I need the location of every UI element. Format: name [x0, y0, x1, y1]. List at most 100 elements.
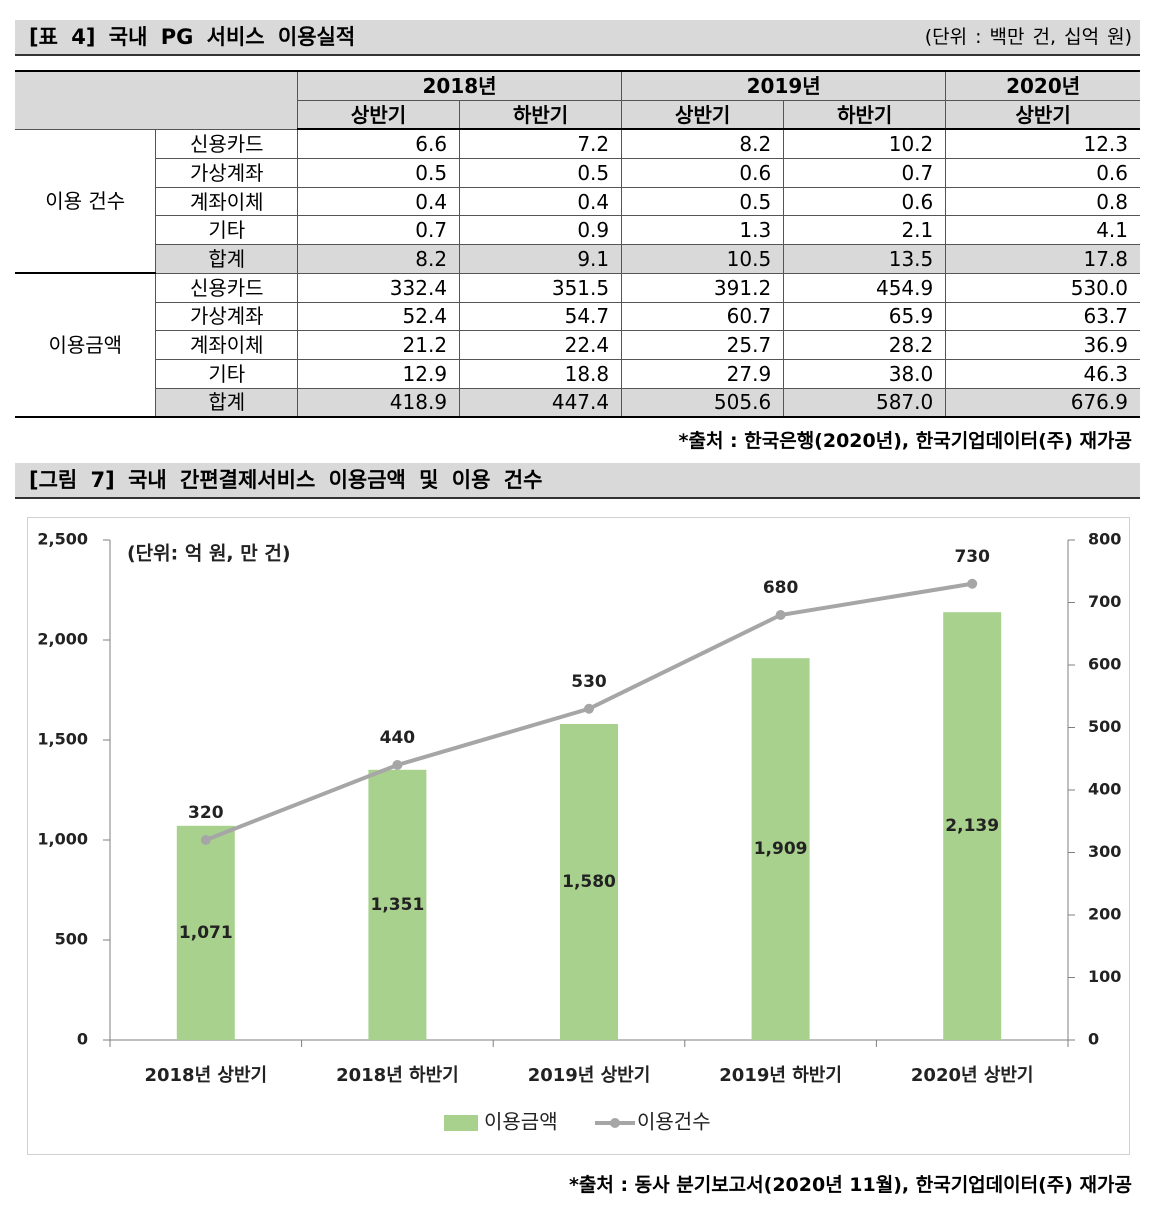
table-cell: 신용카드 [155, 272, 298, 303]
table-cell: 0.7 [296, 215, 461, 246]
table-cell: 0.6 [621, 158, 785, 188]
x-tick-label: 2018년 상반기 [144, 1065, 267, 1086]
y2-tick-label: 0 [1088, 1030, 1099, 1049]
chart-section-title: [그림 7] 국내 간편결제서비스 이용금액 및 이용 건수 [29, 468, 543, 492]
y2-tick-label: 100 [1088, 967, 1121, 986]
table-cell: 10.2 [783, 128, 947, 160]
table-row: 기타 12.9 18.8 27.9 38.0 46.3 [15, 358, 1140, 389]
table-row: 합계 418.9 447.4 505.6 587.0 676.9 [15, 387, 1140, 419]
table-cell: 계좌이체 [155, 186, 298, 217]
y-tick-label: 0 [77, 1030, 88, 1049]
y-tick-label: 1,500 [37, 730, 88, 749]
chart-title-bar: [그림 7] 국내 간편결제서비스 이용금액 및 이용 건수 [15, 463, 1140, 499]
y-tick-label: 2,000 [37, 630, 88, 649]
table-cell: 587.0 [783, 387, 947, 419]
table-cell: 447.4 [459, 387, 623, 419]
table-cell: 상반기 [621, 99, 785, 131]
table-cell: 0.6 [945, 158, 1140, 188]
table-cell: 4.1 [945, 215, 1140, 246]
table-cell: 36.9 [945, 330, 1140, 360]
bar-value-label: 1,351 [371, 895, 425, 915]
chart-source: *출처 : 동사 분기보고서(2020년 11월), 한국기업데이터(주) 재가… [568, 1174, 1132, 1196]
table-cell: 530.0 [945, 272, 1140, 303]
table-cell: 505.6 [621, 387, 785, 419]
table-row: 계좌이체 21.2 22.4 25.7 28.2 36.9 [15, 330, 1140, 360]
table-cell: 기타 [155, 358, 298, 389]
bar [368, 769, 427, 1040]
table-cell: 가상계좌 [155, 158, 298, 188]
table-cell: 351.5 [459, 272, 623, 303]
line-marker [200, 835, 211, 845]
line-value-label: 320 [188, 803, 224, 823]
table-cell: 0.8 [945, 186, 1140, 217]
table-row: 이용 건수 신용카드 6.6 7.2 8.2 10.2 12.3 [15, 128, 1140, 275]
table-cell: 하반기 [783, 99, 947, 131]
table-cell: 63.7 [945, 301, 1140, 332]
table-cell: 0.7 [783, 158, 947, 188]
y2-tick-label: 300 [1088, 842, 1121, 861]
table-cell: 10.5 [621, 244, 785, 274]
line-value-label: 730 [954, 547, 990, 567]
table-row: 합계 8.2 9.1 10.5 13.5 17.8 [15, 244, 1140, 274]
table-cell: 60.7 [621, 301, 785, 332]
table-cell: 28.2 [783, 330, 947, 360]
bar [176, 825, 235, 1040]
table-cell: 0.6 [783, 186, 947, 217]
line-marker [584, 703, 594, 714]
table-cell: 25.7 [621, 330, 785, 360]
table-cell: 391.2 [621, 272, 785, 303]
line-value-label: 680 [763, 578, 799, 598]
y-tick-label: 1,000 [37, 830, 88, 849]
table-cell: 0.4 [296, 186, 461, 217]
table-cell: 46.3 [945, 358, 1140, 389]
table-cell: 676.9 [945, 387, 1140, 419]
legend-label: 이용금액 [484, 1110, 558, 1134]
table-cell: 합계 [155, 387, 298, 419]
x-tick-label: 2019년 하반기 [719, 1065, 842, 1086]
table-cell: 27.9 [621, 358, 785, 389]
x-tick-label: 2019년 상반기 [528, 1065, 651, 1086]
table-cell: 2020년 [945, 69, 1140, 101]
table-unit: (단위 : 백만 건, 십억 원) [924, 26, 1132, 48]
bar [751, 658, 810, 1040]
table-cell: 7.2 [459, 128, 623, 160]
table-cell: 이용 건수 [15, 128, 157, 275]
table-title: [표 4] 국내 PG 서비스 이용실적 [29, 25, 356, 49]
table-source: *출처 : 한국은행(2020년), 한국기업데이터(주) 재가공 [678, 430, 1132, 452]
table-cell: 계좌이체 [155, 330, 298, 360]
table-cell: 신용카드 [155, 128, 298, 160]
y-tick-label: 500 [55, 930, 88, 949]
legend-swatch-marker [610, 1118, 620, 1128]
chart: (단위: 억 원, 만 건) 0 500 1,000 1,500 2,000 2,500 0… [27, 517, 1130, 1155]
table-row: 계좌이체 0.4 0.4 0.5 0.6 0.8 [15, 186, 1140, 217]
y2-tick-label: 500 [1088, 717, 1121, 736]
table-cell: 418.9 [296, 387, 461, 419]
bar [943, 612, 1002, 1040]
table-cell: 8.2 [621, 128, 785, 160]
bar-value-label: 1,071 [179, 923, 233, 943]
table-cell: 0.9 [459, 215, 623, 246]
table-cell: 13.5 [783, 244, 947, 274]
table-cell: 52.4 [296, 301, 461, 332]
table-cell: 가상계좌 [155, 301, 298, 332]
table-cell [15, 69, 298, 130]
line-value-label: 530 [571, 672, 607, 692]
chart-annotation: (단위: 억 원, 만 건) [127, 543, 291, 565]
table-cell: 2.1 [783, 215, 947, 246]
table-row: 2018년 2019년 2020년 [15, 69, 1140, 130]
table-cell: 54.7 [459, 301, 623, 332]
table-cell: 12.9 [296, 358, 461, 389]
table-cell: 18.8 [459, 358, 623, 389]
table-cell: 6.6 [296, 128, 461, 160]
table-cell: 332.4 [296, 272, 461, 303]
table-cell: 2018년 [296, 69, 623, 101]
line-marker [967, 578, 978, 589]
bar [560, 724, 618, 1040]
table-cell: 9.1 [459, 244, 623, 274]
legend-label: 이용건수 [637, 1110, 711, 1134]
table-cell: 12.3 [945, 128, 1140, 160]
table-cell: 하반기 [459, 99, 623, 131]
table-cell: 22.4 [459, 330, 623, 360]
table-row: 상반기 하반기 상반기 하반기 상반기 [15, 99, 1140, 131]
